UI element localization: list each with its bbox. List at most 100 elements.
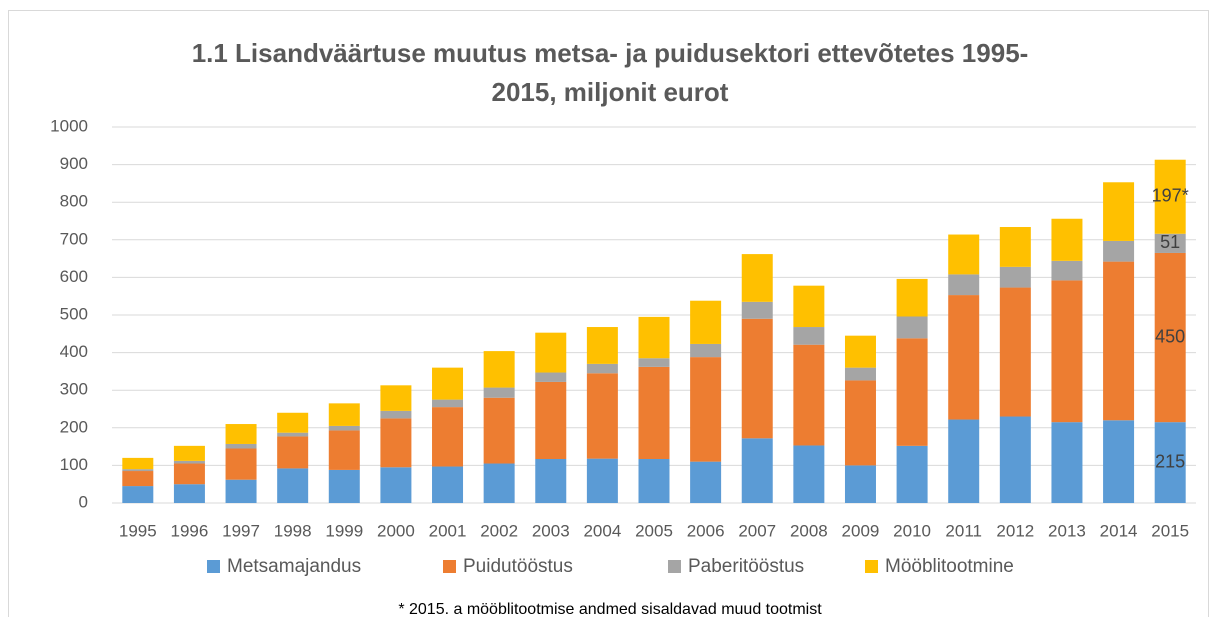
bar-segment [690,461,722,503]
bar-segment [896,338,928,446]
x-tick-label: 2014 [1100,521,1138,540]
bar-segment [328,425,360,431]
bar-segment [690,357,722,462]
bar-segment [173,484,205,503]
bar-segment [225,424,257,444]
bar-segment [122,457,154,470]
bar-segment [432,399,464,408]
x-tick-label: 2012 [996,521,1034,540]
bar-segment [483,351,515,388]
bar-segment [999,416,1031,503]
bar-segment [999,287,1031,417]
bar-segment [173,460,205,464]
bar-segment [380,467,412,503]
x-tick-label: 2013 [1048,521,1086,540]
bar-segment [586,327,618,364]
x-tick-label: 2015 [1151,521,1189,540]
bar-segment [432,466,464,503]
bar-segment [277,432,309,437]
bar-segment [741,318,773,439]
bar-segment [1154,422,1186,503]
bar-segment [586,373,618,459]
y-tick-label: 600 [60,267,88,286]
bar-segment [1103,240,1135,262]
bar-segment [948,234,980,275]
bar-segment [844,465,876,503]
bar-segment [483,463,515,503]
bar-segment [328,403,360,426]
legend-swatch [668,560,681,573]
legend-swatch [207,560,220,573]
bar-segment [1051,422,1083,503]
bar-segment [896,278,928,317]
chart-title: 1.1 Lisandväärtuse muutus metsa- ja puid… [192,38,1029,68]
bar-segment [380,410,412,419]
bar-segment [638,366,670,460]
x-tick-label: 2010 [893,521,931,540]
bar-segment [638,316,670,359]
bar-segment [896,316,928,339]
bar-segment [1051,260,1083,281]
x-tick-label: 2006 [687,521,725,540]
bar-segment [999,227,1031,267]
chart-title: 2015, miljonit eurot [492,77,729,107]
y-tick-label: 200 [60,417,88,436]
x-tick-label: 2008 [790,521,828,540]
bar-segment [948,274,980,296]
y-tick-label: 100 [60,455,88,474]
bar-segment [793,344,825,446]
bar-segment [277,412,309,433]
bar-segment [535,459,567,503]
bar-segment [741,438,773,503]
bar-segment [793,327,825,345]
bar-segment [277,436,309,469]
legend-swatch [865,560,878,573]
bar-segment [741,301,773,319]
bar-segment [380,418,412,468]
bar-segment [535,332,567,373]
x-tick-label: 1996 [171,521,209,540]
bar-segment [483,387,515,398]
bar-segment [586,363,618,374]
bar-segment [586,458,618,503]
legend-label: Mööblitootmine [885,556,1014,577]
x-tick-label: 2001 [429,521,467,540]
x-tick-label: 2011 [945,521,982,540]
legend-label: Metsamajandus [227,556,361,577]
bar-segment [380,385,412,411]
bar-segment [844,367,876,381]
y-tick-label: 300 [60,380,88,399]
data-label: 51 [1160,232,1180,252]
bar-segment [1154,252,1186,423]
x-tick-label: 1998 [274,521,312,540]
bar-segment [173,463,205,485]
data-label: 197* [1152,185,1189,205]
bar-segment [483,397,515,464]
x-tick-label: 2004 [583,521,621,540]
bar-segment [122,471,154,487]
bar-segment [638,459,670,503]
bar-segment [432,367,464,400]
y-tick-label: 500 [60,304,88,323]
bar-segment [122,469,154,472]
x-tick-label: 2002 [480,521,518,540]
bar-segment [1103,420,1135,503]
y-tick-label: 400 [60,342,88,361]
bar-segment [844,335,876,368]
data-label: 450 [1155,326,1185,346]
y-tick-label: 1000 [50,116,88,135]
x-tick-label: 2000 [377,521,415,540]
chart-frame [8,10,1209,617]
x-tick-label: 2005 [635,521,673,540]
bar-segment [535,372,567,382]
footnote: * 2015. a mööblitootmise andmed sisaldav… [398,601,822,617]
legend-label: Puidutööstus [463,556,573,577]
bar-segment [741,254,773,302]
bar-segment [948,419,980,503]
bar-segment [793,285,825,328]
y-tick-label: 900 [60,154,88,173]
bar-segment [793,445,825,503]
bar-segment [638,358,670,367]
bar-segment [896,445,928,503]
bar-segment [948,295,980,420]
